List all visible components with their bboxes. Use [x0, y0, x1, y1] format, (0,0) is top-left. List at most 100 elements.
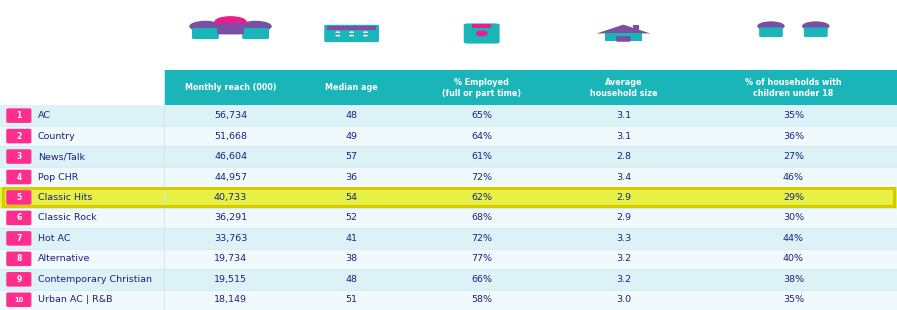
Text: 61%: 61%: [471, 152, 492, 161]
Text: 3.2: 3.2: [616, 275, 631, 284]
Circle shape: [363, 35, 368, 37]
FancyBboxPatch shape: [464, 23, 500, 44]
Circle shape: [802, 21, 830, 31]
Text: 30%: 30%: [783, 213, 804, 223]
Text: 10: 10: [14, 297, 23, 303]
FancyBboxPatch shape: [6, 108, 31, 123]
Text: 3: 3: [16, 152, 22, 161]
Circle shape: [757, 21, 785, 31]
Circle shape: [349, 35, 354, 37]
Text: Classic Rock: Classic Rock: [38, 213, 96, 223]
FancyBboxPatch shape: [472, 24, 492, 28]
Text: 3.1: 3.1: [616, 111, 631, 120]
Text: 36: 36: [345, 172, 358, 182]
Text: 52: 52: [345, 213, 358, 223]
FancyBboxPatch shape: [6, 149, 31, 164]
Circle shape: [360, 27, 366, 29]
FancyBboxPatch shape: [324, 25, 379, 42]
Text: Urban AC | R&B: Urban AC | R&B: [38, 295, 112, 304]
FancyBboxPatch shape: [0, 187, 897, 208]
Text: Alternative: Alternative: [38, 254, 90, 264]
Circle shape: [349, 31, 354, 33]
Text: 38%: 38%: [783, 275, 804, 284]
Circle shape: [335, 31, 340, 33]
Text: Country: Country: [38, 131, 75, 141]
FancyBboxPatch shape: [6, 272, 31, 286]
Text: 5: 5: [16, 193, 22, 202]
FancyBboxPatch shape: [242, 28, 269, 39]
FancyBboxPatch shape: [217, 23, 244, 34]
Text: 64%: 64%: [471, 131, 492, 141]
Text: 2.9: 2.9: [616, 213, 631, 223]
Circle shape: [189, 21, 222, 32]
Text: 65%: 65%: [471, 111, 492, 120]
Text: 44%: 44%: [783, 234, 804, 243]
FancyBboxPatch shape: [6, 211, 31, 225]
FancyBboxPatch shape: [164, 70, 897, 105]
FancyBboxPatch shape: [0, 105, 897, 126]
FancyBboxPatch shape: [6, 129, 31, 143]
Text: 35%: 35%: [783, 111, 804, 120]
FancyBboxPatch shape: [6, 190, 31, 205]
Text: 46,604: 46,604: [214, 152, 247, 161]
Text: 48: 48: [345, 275, 358, 284]
Text: 2: 2: [16, 131, 22, 141]
Text: 54: 54: [345, 193, 358, 202]
Text: News/Talk: News/Talk: [38, 152, 84, 161]
Text: 36,291: 36,291: [214, 213, 247, 223]
Text: 41: 41: [345, 234, 358, 243]
Text: 3.0: 3.0: [616, 295, 631, 304]
Text: 56,734: 56,734: [214, 111, 247, 120]
Text: Contemporary Christian: Contemporary Christian: [38, 275, 152, 284]
FancyBboxPatch shape: [0, 126, 897, 146]
FancyBboxPatch shape: [804, 27, 828, 37]
Text: % Employed
(full or part time): % Employed (full or part time): [442, 78, 521, 98]
FancyBboxPatch shape: [0, 208, 897, 228]
Text: Hot AC: Hot AC: [38, 234, 70, 243]
Text: 35%: 35%: [783, 295, 804, 304]
Text: 2.9: 2.9: [616, 193, 631, 202]
Ellipse shape: [475, 30, 488, 37]
Text: Average
household size: Average household size: [589, 78, 658, 98]
FancyBboxPatch shape: [0, 146, 897, 167]
Text: 62%: 62%: [471, 193, 492, 202]
Text: 18,149: 18,149: [214, 295, 247, 304]
FancyBboxPatch shape: [0, 228, 897, 249]
Circle shape: [363, 31, 368, 33]
FancyBboxPatch shape: [0, 249, 897, 269]
FancyBboxPatch shape: [6, 293, 31, 307]
Text: 2.8: 2.8: [616, 152, 631, 161]
Text: Pop CHR: Pop CHR: [38, 172, 78, 182]
Text: 3.3: 3.3: [615, 234, 631, 243]
Text: Monthly reach (000): Monthly reach (000): [185, 83, 276, 92]
Text: 58%: 58%: [471, 295, 492, 304]
Text: 40,733: 40,733: [213, 193, 248, 202]
FancyBboxPatch shape: [6, 231, 31, 246]
FancyBboxPatch shape: [6, 170, 31, 184]
Text: 44,957: 44,957: [214, 172, 247, 182]
Circle shape: [239, 21, 272, 32]
Text: 9: 9: [16, 275, 22, 284]
FancyBboxPatch shape: [0, 290, 897, 310]
Text: AC: AC: [38, 111, 50, 120]
Text: % of households with
children under 18: % of households with children under 18: [745, 78, 841, 98]
Text: 72%: 72%: [471, 234, 492, 243]
Text: 40%: 40%: [783, 254, 804, 264]
Polygon shape: [597, 24, 650, 33]
Circle shape: [335, 35, 340, 37]
Text: 51,668: 51,668: [214, 131, 247, 141]
Circle shape: [214, 16, 247, 27]
Text: Classic Hits: Classic Hits: [38, 193, 92, 202]
FancyBboxPatch shape: [616, 36, 631, 42]
Text: 38: 38: [345, 254, 358, 264]
FancyBboxPatch shape: [759, 27, 783, 37]
Text: 4: 4: [16, 172, 22, 182]
Text: 19,734: 19,734: [214, 254, 247, 264]
Text: 27%: 27%: [783, 152, 804, 161]
Text: 3.2: 3.2: [616, 254, 631, 264]
Text: 49: 49: [345, 131, 358, 141]
FancyBboxPatch shape: [327, 26, 376, 30]
FancyBboxPatch shape: [192, 28, 219, 39]
Text: 68%: 68%: [471, 213, 492, 223]
Text: 33,763: 33,763: [213, 234, 248, 243]
